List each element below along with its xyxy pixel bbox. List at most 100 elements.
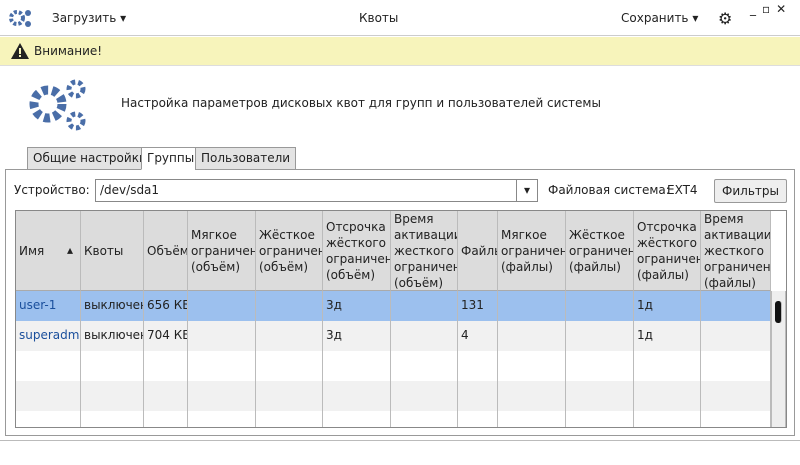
- cell-text: выключено: [84, 298, 143, 312]
- table-cell: [144, 351, 188, 381]
- table-cell: [566, 381, 634, 411]
- scrollbar: [771, 291, 786, 427]
- table-cell: [256, 291, 323, 321]
- settings-button[interactable]: ⚙: [718, 9, 733, 28]
- table-cell: [81, 381, 144, 411]
- device-select[interactable]: /dev/sda1 ▾: [95, 179, 538, 202]
- table-cell: [16, 351, 81, 381]
- title-bar: Загрузить ▾ Квоты Сохранить ▾ ⚙ _▫✕: [0, 0, 800, 36]
- table-cell: [188, 321, 256, 351]
- table-cell: [391, 381, 458, 411]
- table-cell: [701, 351, 771, 381]
- table-cell: [566, 351, 634, 381]
- cell-text: 131: [461, 298, 484, 312]
- table-cell: [323, 411, 391, 427]
- table-cell: [458, 351, 498, 381]
- column-header[interactable]: Отсрочка жёсткого ограничения (объём): [323, 211, 391, 291]
- table-cell: user-1: [16, 291, 81, 321]
- cell-text: 3д: [326, 328, 342, 342]
- tab-panel: [5, 169, 795, 436]
- cell-text: 704 КБ: [147, 328, 188, 342]
- table-cell: [566, 411, 634, 427]
- row-link[interactable]: user-1: [19, 298, 57, 312]
- menu-save[interactable]: Сохранить ▾: [621, 11, 699, 25]
- table-cell: [391, 351, 458, 381]
- table-cell: [144, 411, 188, 427]
- column-header[interactable]: Отсрочка жёсткого ограничения (файлы): [634, 211, 701, 291]
- table-cell: 131: [458, 291, 498, 321]
- scroll-thumb: [775, 301, 782, 323]
- fs-value: EXT4: [667, 183, 698, 197]
- table-cell: 656 КБ: [144, 291, 188, 321]
- device-label: Устройство:: [14, 183, 90, 197]
- table-cell: [391, 291, 458, 321]
- column-header[interactable]: Жёсткое ограничение (объём): [256, 211, 323, 291]
- table-cell: [566, 321, 634, 351]
- app-icon: [9, 10, 31, 27]
- warning-bar: Внимание!: [0, 37, 800, 66]
- table-cell: [498, 291, 566, 321]
- column-header[interactable]: Время активации жесткого ограничения (фа…: [701, 211, 771, 291]
- table-cell: [458, 381, 498, 411]
- table-cell: [188, 411, 256, 427]
- table-cell: 3д: [323, 291, 391, 321]
- column-header[interactable]: Файлы: [458, 211, 498, 291]
- table-cell: 3д: [323, 321, 391, 351]
- warning-icon: [11, 43, 29, 59]
- table-cell: [701, 381, 771, 411]
- table-cell: [391, 321, 458, 351]
- tab[interactable]: Общие настройки: [27, 147, 153, 170]
- table-cell: [323, 381, 391, 411]
- fs-label: Файловая система:: [548, 183, 670, 197]
- filters-button[interactable]: Фильтры: [714, 179, 787, 203]
- table-cell: 4: [458, 321, 498, 351]
- column-header[interactable]: Имя: [16, 211, 81, 291]
- column-header[interactable]: Объём: [144, 211, 188, 291]
- menu-load-text: Загрузить: [52, 11, 117, 25]
- table-cell: [458, 411, 498, 427]
- table-cell: [498, 351, 566, 381]
- column-header[interactable]: Квоты: [81, 211, 144, 291]
- tab-active[interactable]: Группы: [141, 147, 201, 170]
- table-cell: [256, 381, 323, 411]
- table-cell: [16, 411, 81, 427]
- column-header[interactable]: Мягкое ограничение (объём): [188, 211, 256, 291]
- table-cell: [144, 381, 188, 411]
- table-cell: 1д: [634, 321, 701, 351]
- window-title: Квоты: [359, 11, 399, 25]
- table-cell: [498, 381, 566, 411]
- dropdown-arrow: ▾: [516, 180, 537, 201]
- menu-save-text: Сохранить: [621, 11, 689, 25]
- cell-text: 656 КБ: [147, 298, 188, 312]
- tab[interactable]: Пользователи: [195, 147, 297, 170]
- cell-text: выключено: [84, 328, 143, 342]
- table-cell: [256, 411, 323, 427]
- cell-text: 3д: [326, 298, 342, 312]
- sort-arrow: ▴: [67, 243, 74, 255]
- cell-text: 1д: [637, 298, 653, 312]
- table-cell: [566, 291, 634, 321]
- cell-text: 4: [461, 328, 469, 342]
- table-cell: [391, 411, 458, 427]
- table-cell: [498, 321, 566, 351]
- table-cell: [634, 411, 701, 427]
- table-cell: [81, 411, 144, 427]
- warning-text: Внимание!: [34, 44, 103, 58]
- window-controls[interactable]: _▫✕: [750, 2, 793, 16]
- table-cell: [256, 351, 323, 381]
- table-cell: [701, 321, 771, 351]
- column-header[interactable]: Жёсткое ограничение (файлы): [566, 211, 634, 291]
- table-cell: [498, 411, 566, 427]
- status-divider: [0, 440, 800, 441]
- table-cell: [256, 321, 323, 351]
- table-cell: [323, 351, 391, 381]
- column-header[interactable]: Мягкое ограничение (файлы): [498, 211, 566, 291]
- column-header[interactable]: Время активации жесткого ограничения (об…: [391, 211, 458, 291]
- table-cell: [16, 381, 81, 411]
- table-cell: [634, 381, 701, 411]
- table-cell: [701, 411, 771, 427]
- menu-load[interactable]: Загрузить ▾: [52, 11, 127, 25]
- row-link[interactable]: superadmin: [19, 328, 80, 342]
